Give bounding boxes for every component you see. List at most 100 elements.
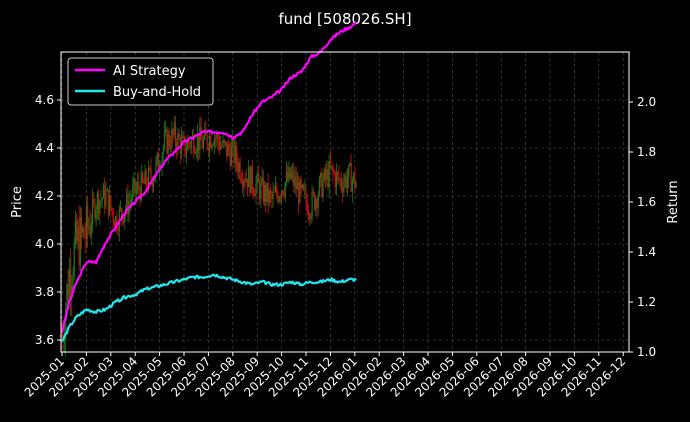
candle-body (101, 198, 103, 200)
y-tick-label-right: 1.6 (637, 195, 656, 209)
candle-body (148, 167, 150, 189)
candle-body (129, 200, 131, 202)
candle-body (299, 179, 301, 203)
candle-body (130, 199, 133, 201)
candle-body (233, 139, 235, 164)
candle-body (145, 170, 147, 186)
legend-label-ai: AI Strategy (113, 64, 186, 79)
candle-body (95, 209, 97, 219)
candle-body (224, 141, 227, 143)
y-axis-left: 3.6 3.8 4.0 4.2 4.4 4.6 (35, 93, 61, 347)
candle-body (190, 138, 192, 148)
candle-body (127, 194, 129, 215)
candle-body (216, 134, 218, 139)
candle-body (304, 189, 306, 191)
candle-body (271, 193, 273, 200)
candle-body (166, 129, 168, 154)
y-axis-label-right: Return (666, 180, 681, 223)
candle-body (312, 191, 314, 194)
candle-body (302, 185, 305, 190)
candle-body (100, 199, 102, 201)
candle-body (261, 177, 263, 183)
candle-body (320, 172, 322, 179)
y-tick-label-left: 4.6 (35, 93, 54, 107)
candle-body (326, 169, 328, 179)
candle-body (328, 161, 330, 188)
candle-body (259, 182, 261, 200)
candle-body (209, 136, 211, 152)
candle-body (221, 145, 223, 147)
candle-body (212, 144, 214, 146)
candle-body (343, 182, 345, 192)
candle-body (270, 190, 272, 194)
candle-body (151, 178, 153, 187)
candle-body (279, 197, 281, 199)
candle-body (143, 180, 145, 185)
candle-body (266, 183, 268, 203)
candle-body (228, 143, 230, 152)
candle-body (256, 173, 258, 184)
y-tick-label-left: 3.6 (35, 333, 54, 347)
candle-body (313, 193, 316, 210)
candle-body (113, 221, 116, 228)
candle-body (183, 136, 185, 138)
candle-body (202, 139, 205, 149)
candle-body (91, 199, 94, 224)
candle-body (276, 187, 278, 195)
candle-body (177, 133, 179, 150)
candle-body (69, 269, 72, 294)
candle-body (204, 129, 206, 140)
candle-body (174, 122, 177, 143)
candle-body (243, 180, 245, 187)
candle-body (139, 190, 141, 201)
candle-body (351, 180, 353, 192)
candle-body (102, 185, 105, 199)
candle-body (195, 151, 197, 154)
candle-body (321, 172, 323, 198)
candle-body (167, 134, 169, 154)
candle-body (89, 227, 91, 236)
y-tick-label-right: 1.2 (637, 295, 656, 309)
candle-body (220, 145, 222, 150)
candle-body (324, 168, 327, 179)
candle-body (257, 173, 260, 183)
candle-body (135, 188, 138, 193)
candle-body (207, 146, 209, 152)
legend-label-bh: Buy-and-Hold (113, 85, 201, 100)
candle-body (140, 172, 142, 201)
y-tick-label-left: 4.0 (35, 237, 54, 251)
candle-body (123, 215, 125, 224)
candle-body (67, 284, 69, 299)
candle-body (83, 227, 85, 238)
candle-body (331, 165, 333, 167)
candle-body (278, 197, 280, 202)
candle-body (85, 205, 87, 239)
candle-body (71, 285, 73, 294)
y-tick-label-right: 1.0 (637, 345, 656, 359)
candle-body (182, 136, 184, 138)
candle-body (298, 182, 300, 203)
candle-body (157, 153, 159, 170)
candle-body (137, 182, 139, 189)
candle-body (294, 176, 296, 186)
candle-body (260, 182, 262, 200)
candle-body (66, 284, 68, 310)
candle-body (273, 191, 275, 193)
candle-body (352, 173, 355, 181)
candle-body (152, 180, 155, 187)
candle-body (287, 171, 289, 181)
candle-body (73, 243, 75, 277)
candle-body (235, 145, 238, 163)
candle-body (339, 179, 341, 181)
candle-body (108, 195, 111, 215)
candle-body (68, 269, 70, 299)
candle-body (161, 154, 163, 168)
candle-body (144, 170, 146, 185)
candle-body (300, 179, 302, 188)
y-axis-label-left: Price (10, 186, 25, 218)
candle-body (342, 186, 344, 192)
candle-body (268, 190, 270, 203)
candle-body (196, 135, 199, 152)
candle-body (110, 195, 112, 209)
candle-body (315, 198, 317, 210)
